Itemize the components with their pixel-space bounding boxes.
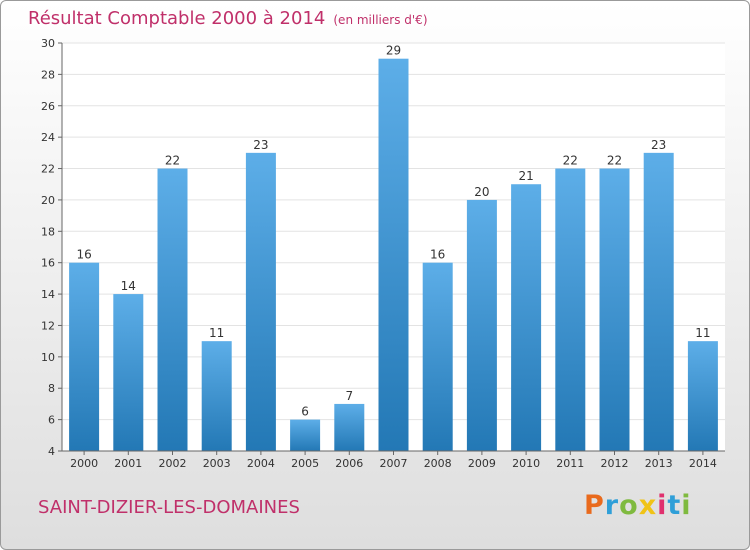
x-tick-label: 2003 <box>203 457 231 470</box>
bar-2004 <box>245 152 276 451</box>
data-label-2005: 6 <box>301 405 309 419</box>
bar-2000 <box>69 262 100 451</box>
y-tick-label: 6 <box>48 414 55 427</box>
x-tick-label: 2004 <box>247 457 275 470</box>
logo-letter: o <box>619 490 639 521</box>
x-tick-label: 2013 <box>645 457 673 470</box>
x-tick-label: 2005 <box>291 457 319 470</box>
data-label-2000: 16 <box>76 248 91 262</box>
x-tick-label: 2010 <box>512 457 540 470</box>
x-tick-label: 2002 <box>159 457 187 470</box>
data-label-2012: 22 <box>607 154 622 168</box>
x-tick-label: 2012 <box>601 457 629 470</box>
x-tick-label: 2000 <box>70 457 98 470</box>
bar-2011 <box>555 168 586 452</box>
bar-2009 <box>466 199 497 451</box>
bar-2010 <box>511 184 542 451</box>
y-tick-label: 24 <box>41 131 55 144</box>
data-label-2001: 14 <box>121 279 136 293</box>
x-tick-label: 2011 <box>556 457 584 470</box>
commune-name: SAINT-DIZIER-LES-DOMAINES <box>38 497 300 518</box>
proxiti-logo[interactable]: Proxiti <box>584 490 692 521</box>
data-label-2004: 23 <box>253 138 268 152</box>
bar-2005 <box>290 419 321 451</box>
data-label-2007: 29 <box>386 44 401 58</box>
data-label-2008: 16 <box>430 248 445 262</box>
bar-2014 <box>687 341 718 451</box>
x-tick-label: 2008 <box>424 457 452 470</box>
bar-2001 <box>113 294 144 451</box>
logo-letter: P <box>584 490 605 521</box>
title-line: Résultat Comptable 2000 à 2014 (en millie… <box>28 8 428 29</box>
logo-letter: i <box>657 490 668 521</box>
data-label-2014: 11 <box>695 326 710 340</box>
chart-title: Résultat Comptable 2000 à 2014 <box>28 8 326 29</box>
y-tick-label: 20 <box>41 194 55 207</box>
logo-letter: x <box>638 490 658 521</box>
y-tick-label: 8 <box>48 382 55 395</box>
y-tick-label: 14 <box>41 288 55 301</box>
x-tick-label: 2001 <box>114 457 142 470</box>
x-tick-label: 2014 <box>689 457 717 470</box>
y-tick-label: 4 <box>48 445 55 458</box>
data-label-2006: 7 <box>345 389 353 403</box>
y-tick-label: 22 <box>41 163 55 176</box>
x-tick-label: 2007 <box>380 457 408 470</box>
y-tick-label: 16 <box>41 257 55 270</box>
logo-letter: r <box>604 490 620 521</box>
bar-2006 <box>334 403 365 451</box>
y-tick-label: 12 <box>41 319 55 332</box>
y-tick-label: 26 <box>41 100 55 113</box>
data-label-2002: 22 <box>165 154 180 168</box>
data-label-2011: 22 <box>563 154 578 168</box>
data-label-2009: 20 <box>474 185 489 199</box>
y-tick-label: 18 <box>41 225 55 238</box>
x-tick-label: 2006 <box>335 457 363 470</box>
data-label-2003: 11 <box>209 326 224 340</box>
logo-letter: t <box>667 490 682 521</box>
data-label-2013: 23 <box>651 138 666 152</box>
chart-subtitle: (en milliers d'€) <box>333 13 428 27</box>
y-axis: 4 6 8 10 12 14 16 18 20 22 24 26 28 30 <box>41 37 63 458</box>
x-axis: 2000 2001 2002 2003 2004 2005 2006 2007 2008 2009… <box>62 450 725 470</box>
y-tick-label: 10 <box>41 351 55 364</box>
bar-2002 <box>157 168 188 452</box>
y-tick-label: 30 <box>41 37 55 50</box>
data-label-2010: 21 <box>518 169 533 183</box>
bar-2013 <box>643 152 674 451</box>
bar-2003 <box>201 341 232 451</box>
bar-2007 <box>378 58 409 451</box>
bar-2012 <box>599 168 630 452</box>
y-tick-label: 28 <box>41 68 55 81</box>
bar-2008 <box>422 262 453 451</box>
bars: 16 14 22 11 23 6 7 29 16 20 21 22 22 23 11 <box>69 44 718 452</box>
logo-letter: i <box>681 490 692 521</box>
x-tick-label: 2009 <box>468 457 496 470</box>
